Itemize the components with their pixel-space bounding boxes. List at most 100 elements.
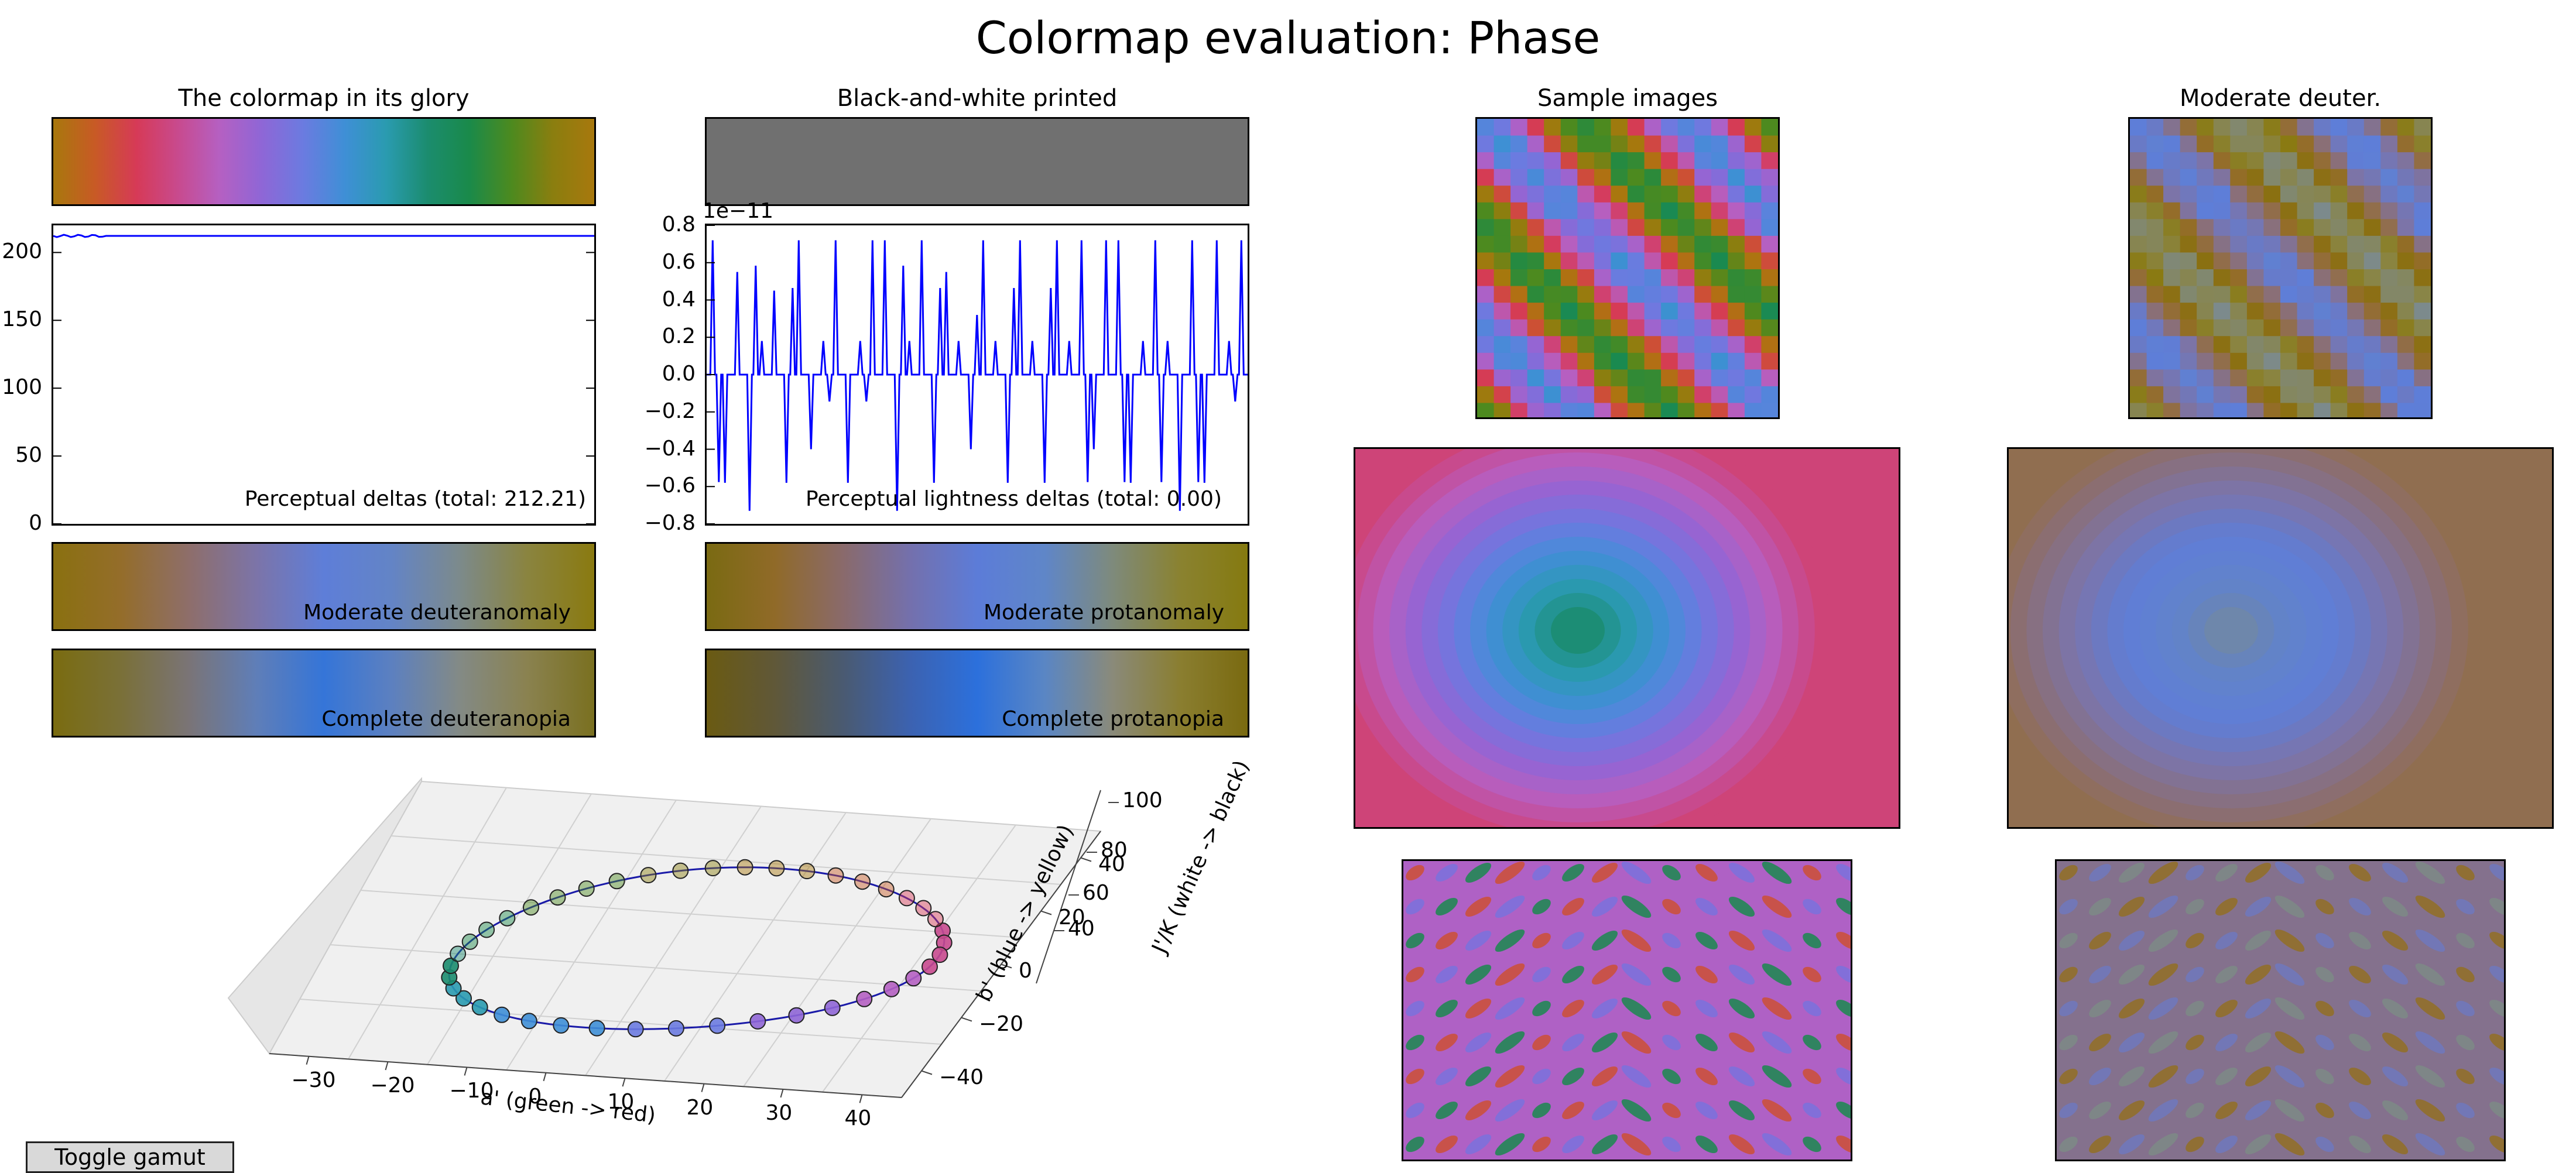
pixel: [2280, 235, 2298, 253]
pixel: [1628, 386, 1645, 404]
wave-blob: [1836, 999, 1851, 1018]
pixel: [1510, 186, 1528, 203]
pixel: [2280, 152, 2298, 170]
x-tick-label: 10: [607, 1090, 635, 1114]
wave-blob: [1621, 997, 1652, 1020]
pixel: [2314, 169, 2331, 187]
pixel: [2230, 152, 2248, 170]
wave-blob: [1695, 897, 1718, 916]
wave-blob: [2186, 1068, 2204, 1085]
pixel: [2280, 135, 2298, 153]
gamut-point: [450, 945, 467, 962]
wave-blob: [2186, 865, 2204, 881]
pixel: [1577, 119, 1595, 136]
wave-blob: [1762, 1031, 1792, 1054]
pixel: [2330, 303, 2348, 320]
wave-blob: [2089, 1033, 2111, 1052]
wave-blob: [1532, 1068, 1551, 1085]
pixel: [2180, 319, 2198, 337]
deuter-image-radial: [2007, 447, 2554, 829]
pixel: [1628, 303, 1645, 320]
pixel: [2263, 269, 2281, 287]
pixel: [2363, 286, 2382, 304]
pixel: [1744, 152, 1762, 170]
pixel: [2397, 219, 2415, 236]
pixel: [2230, 235, 2248, 253]
pixel: [2363, 269, 2382, 287]
pixel: [1477, 336, 1495, 354]
toggle-gamut-button[interactable]: Toggle gamut: [26, 1141, 234, 1173]
pixel: [1761, 336, 1778, 354]
pixel: [1510, 169, 1528, 187]
pixel: [2213, 202, 2231, 220]
pixel: [2330, 202, 2348, 220]
lightness-y-tick-label: −0.8: [644, 511, 696, 535]
wave-blob: [2186, 1000, 2204, 1017]
pixel: [1628, 119, 1645, 136]
wave-blob: [1762, 1133, 1792, 1156]
pixel: [1611, 269, 1628, 287]
gamut-3d-plot[interactable]: [0, 755, 1317, 1165]
wave-blob: [2089, 999, 2111, 1018]
pixel: [1744, 403, 1762, 417]
radial-ring: [2204, 607, 2258, 654]
pixel: [1728, 235, 1745, 253]
wave-blob: [2059, 932, 2078, 949]
pixel: [1661, 186, 1678, 203]
pixel: [1628, 219, 1645, 236]
pixel: [2197, 386, 2214, 404]
pixel: [2330, 352, 2348, 371]
wave-blob: [1762, 895, 1792, 918]
x-tick-label: 0: [528, 1084, 542, 1109]
y-tick-label: 0: [1019, 958, 1032, 983]
wave-blob: [2415, 1065, 2445, 1088]
pixel: [2230, 386, 2248, 404]
pixel: [1594, 119, 1612, 136]
wave-blob: [2315, 1102, 2334, 1119]
pixel: [1711, 319, 1729, 337]
pixel: [1527, 186, 1545, 203]
pixel: [2146, 269, 2164, 287]
pixel: [1744, 219, 1762, 236]
wave-blob: [1591, 964, 1618, 985]
pixel: [1560, 235, 1578, 253]
pixel: [2297, 235, 2315, 253]
pixel: [2397, 135, 2415, 153]
pixel: [2130, 119, 2147, 136]
pixel: [1644, 135, 1662, 153]
wave-blob: [2349, 1135, 2371, 1154]
pixel: [2314, 403, 2331, 417]
pixel: [2347, 152, 2365, 170]
pixel: [2347, 303, 2365, 320]
pixel: [1477, 219, 1495, 236]
z-tick-label: 80: [1101, 838, 1128, 862]
pixel: [1510, 352, 1528, 371]
grid-line: [330, 944, 982, 992]
wave-blob: [2059, 966, 2078, 983]
wave-blob: [2382, 862, 2409, 883]
pixel: [1510, 235, 1528, 253]
wave-blob: [2489, 931, 2504, 950]
pixel: [2180, 186, 2198, 203]
pixel: [1677, 252, 1695, 270]
wave-blob: [2245, 1066, 2272, 1087]
wave-blob: [2245, 930, 2272, 951]
pixel: [2397, 369, 2415, 387]
pixel: [2246, 219, 2265, 236]
wave-blob: [2489, 1067, 2504, 1086]
pixel: [1761, 386, 1778, 404]
pixel: [1594, 186, 1612, 203]
pixel: [2347, 119, 2365, 136]
pixel: [1594, 152, 1612, 170]
deltas-y-tick-label: 100: [2, 375, 42, 400]
pixel: [1544, 202, 1561, 220]
pixel: [2163, 352, 2181, 371]
pixel: [2130, 369, 2147, 387]
pixel: [1544, 352, 1561, 371]
wave-blob: [1591, 1066, 1618, 1087]
pixel: [2230, 303, 2248, 320]
pixel: [2414, 286, 2431, 304]
pixel: [1628, 352, 1645, 371]
pixel: [1711, 369, 1729, 387]
pixel: [1577, 336, 1595, 354]
